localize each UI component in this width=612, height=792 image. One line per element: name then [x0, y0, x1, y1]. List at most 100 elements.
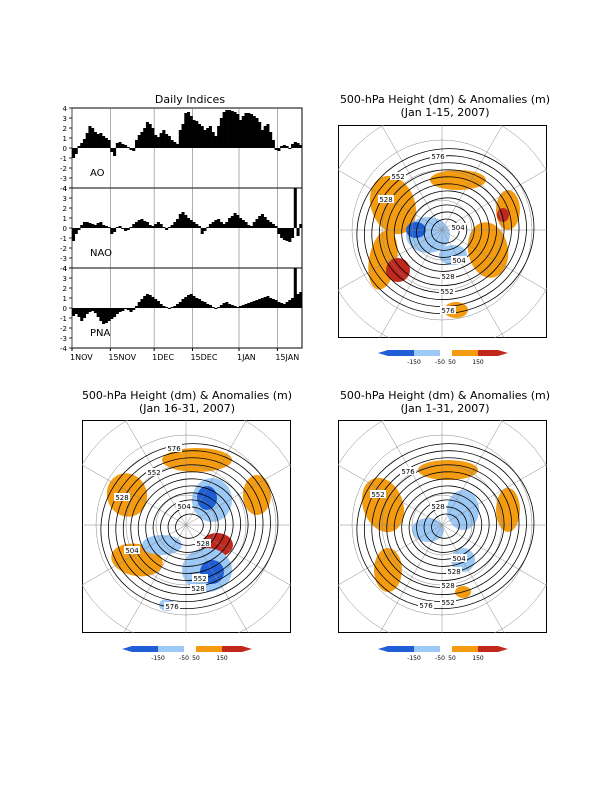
height-contour [416, 499, 475, 553]
index-bar [263, 126, 267, 148]
contour-label: 576 [165, 603, 179, 611]
index-bar [165, 307, 169, 308]
contour-label: 576 [441, 307, 455, 315]
index-bar [285, 302, 289, 308]
meridian-line [338, 524, 443, 586]
meridian-line [185, 464, 291, 526]
contour-label-bg [166, 444, 182, 452]
index-xtick-label: 15NOV [108, 353, 136, 362]
index-bar [72, 228, 76, 241]
index-bar [134, 140, 139, 148]
index-bar [189, 294, 193, 308]
height-contour [401, 485, 490, 567]
index-ytick-label: 4 [63, 265, 68, 273]
contour-label-bg [439, 287, 455, 295]
colorbar-label: -150 [407, 359, 421, 366]
contour-label: 504 [452, 555, 466, 563]
meridian-line [123, 524, 187, 633]
contour-label-bg [451, 256, 467, 264]
index-bar [225, 110, 229, 148]
meridian-line [381, 420, 443, 526]
index-bar [74, 228, 78, 234]
contour-label: 528 [379, 196, 392, 204]
index-bar [249, 226, 254, 228]
index-bar [252, 301, 256, 308]
index-bar [104, 226, 108, 228]
meridian-line [441, 125, 503, 231]
index-bar [219, 305, 223, 308]
colorbar-label: 50 [448, 359, 456, 366]
index-bar [88, 308, 92, 312]
index-bar [121, 308, 125, 311]
index-bar [266, 220, 270, 228]
index-bar [244, 304, 248, 308]
colorbar-map3: -150 -50 50 150 [378, 646, 508, 662]
index-bar [200, 126, 204, 148]
map-contour-labels: 576 552 528 504 528 528 552 576 [370, 467, 467, 610]
index-bar [271, 224, 275, 228]
index-bar [187, 218, 191, 228]
height-contour [363, 450, 527, 603]
index-bar [82, 139, 86, 148]
index-bar [170, 140, 174, 148]
index-ytick-label: 4 [63, 185, 68, 193]
contour-label: 528 [441, 582, 454, 590]
contour-label: 528 [441, 273, 454, 281]
meridian-line [441, 229, 547, 291]
index-bar [282, 304, 286, 308]
contour-label: 528 [196, 540, 209, 548]
index-bar [154, 135, 158, 148]
index-bar [93, 132, 97, 148]
index-bar [85, 222, 89, 228]
contour-label-bg [451, 554, 467, 562]
colorbar-label: -50 [435, 655, 445, 662]
index-xtick-label: 1JAN [237, 353, 256, 362]
contour-label-bg [164, 602, 180, 610]
meridian-line [82, 524, 187, 586]
index-bar [241, 220, 245, 228]
height-contour [431, 513, 460, 539]
index-bar [219, 118, 223, 148]
contour-label: 528 [191, 585, 204, 593]
meridian-line [185, 420, 247, 526]
index-bar [107, 227, 111, 228]
contour-label: 504 [177, 503, 191, 511]
index-bar [233, 213, 237, 228]
contour-label-bg [440, 581, 456, 589]
index-bar [233, 306, 237, 308]
index-bar [110, 308, 114, 319]
index-bar [230, 305, 234, 308]
index-xtick-label: 15JAN [275, 353, 299, 362]
index-bar [280, 303, 284, 308]
index-bar [99, 222, 103, 228]
height-contour [386, 176, 505, 286]
colorbar-map2: -150 -50 50 150 [122, 646, 252, 662]
index-bar [271, 299, 275, 308]
index-bar [192, 222, 196, 228]
colorbar-label: 50 [192, 655, 200, 662]
index-bar [176, 219, 180, 228]
contour-label-bg [440, 272, 456, 280]
index-bar [154, 224, 158, 228]
index-bar [197, 299, 201, 308]
index-bar [255, 118, 259, 148]
index-bar [274, 148, 278, 150]
index-bar [170, 307, 174, 308]
colorbar-arrow-right [498, 350, 508, 356]
contour-label-bg [378, 195, 394, 203]
index-bar [162, 227, 166, 228]
index-bar [252, 222, 256, 228]
indices-title: Daily Indices [154, 93, 226, 106]
index-ytick-label: 1 [63, 135, 67, 143]
index-bar [263, 217, 267, 228]
index-bar [102, 136, 106, 148]
index-bar [192, 296, 196, 308]
index-bar [178, 214, 182, 228]
contour-label: 552 [371, 491, 384, 499]
index-bar [277, 228, 281, 234]
index-bar [88, 223, 92, 228]
contour-label: 552 [193, 575, 206, 583]
index-bar [200, 228, 204, 234]
index-bar [159, 133, 163, 148]
index-bar [291, 144, 295, 148]
